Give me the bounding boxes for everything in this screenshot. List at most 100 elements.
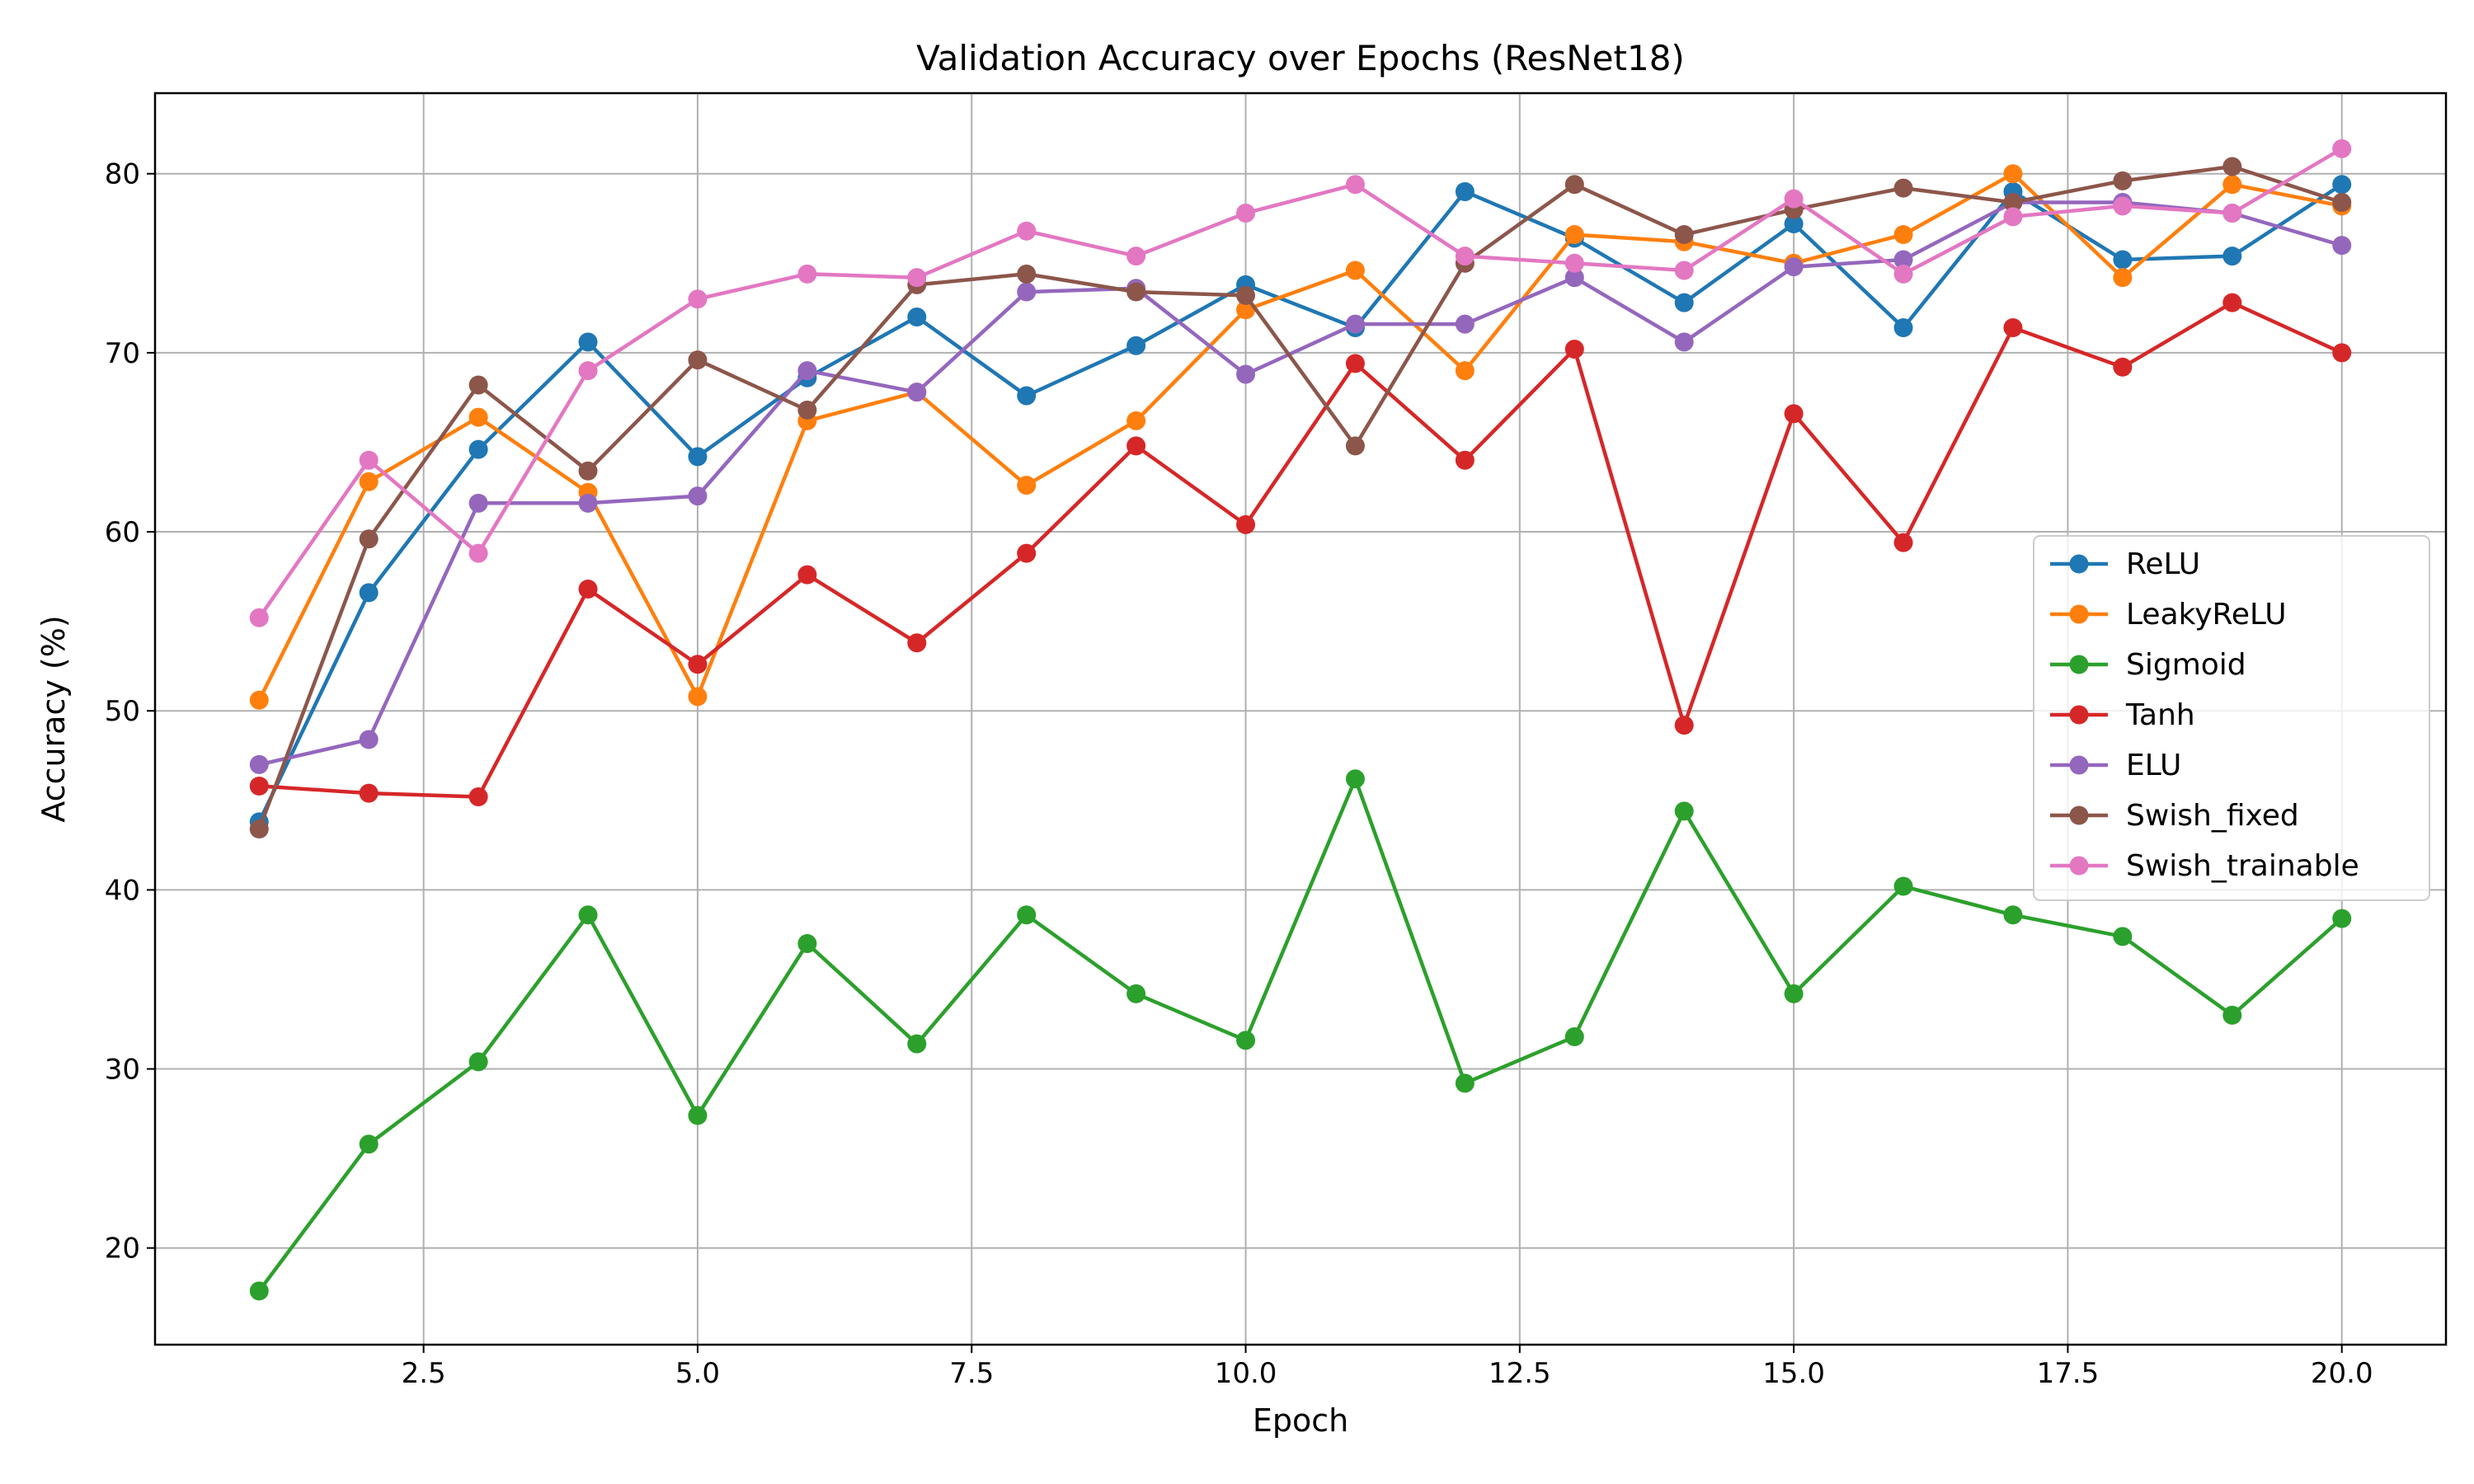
legend-label: Swish_fixed — [2126, 799, 2299, 833]
axis-ticks: 2.5 5.0 7.5 10.0 12.5 15.0 17.5 20.0 20 30 40 50 60 7… — [105, 158, 2373, 1390]
data-point-swish-fixed — [688, 350, 708, 370]
data-point-tanh — [2113, 357, 2133, 377]
x-tick-label: 7.5 — [949, 1357, 994, 1390]
data-point-tanh — [1126, 436, 1146, 456]
data-point-swish-trainable — [359, 450, 379, 470]
data-point-relu — [359, 583, 379, 603]
data-point-leakyrelu — [2113, 268, 2133, 288]
y-tick-label: 20 — [105, 1233, 140, 1266]
data-point-swish-trainable — [578, 361, 598, 381]
data-point-swish-trainable — [1345, 175, 1365, 195]
data-point-relu — [1784, 214, 1804, 234]
data-point-sigmoid — [1564, 1026, 1584, 1046]
data-point-tanh — [907, 633, 927, 653]
data-point-elu — [1674, 332, 1694, 352]
x-tick-label: 5.0 — [675, 1357, 720, 1390]
data-point-swish-trainable — [1236, 204, 1256, 223]
data-point-swish-fixed — [2332, 192, 2352, 212]
data-point-swish-fixed — [1236, 285, 1256, 305]
data-point-relu — [1893, 317, 1913, 337]
data-point-sigmoid — [249, 1281, 269, 1301]
data-point-tanh — [1345, 354, 1365, 373]
data-point-sigmoid — [1017, 905, 1037, 925]
data-point-tanh — [1674, 716, 1694, 735]
data-point-leakyrelu — [688, 687, 708, 707]
data-point-relu — [688, 447, 708, 467]
data-point-relu — [1126, 336, 1146, 355]
data-point-leakyrelu — [1455, 361, 1475, 381]
data-point-swish-trainable — [249, 608, 269, 627]
data-point-tanh — [468, 787, 488, 806]
data-point-swish-trainable — [2113, 196, 2133, 216]
data-point-sigmoid — [578, 905, 598, 925]
data-point-swish-trainable — [1564, 253, 1584, 273]
legend-label: LeakyReLU — [2126, 598, 2287, 632]
data-point-elu — [1564, 268, 1584, 288]
data-point-leakyrelu — [359, 472, 379, 491]
y-tick-label: 40 — [105, 874, 140, 907]
x-axis-label: Epoch — [1253, 1402, 1348, 1439]
legend-label: Sigmoid — [2126, 648, 2246, 682]
data-point-swish-fixed — [1126, 282, 1146, 302]
data-point-tanh — [1017, 543, 1037, 563]
data-point-tanh — [1236, 514, 1256, 534]
data-point-swish-trainable — [2222, 204, 2242, 223]
data-point-elu — [578, 493, 598, 513]
legend-item-swish-trainable: Swish_trainable — [2050, 849, 2359, 883]
series-line-relu — [257, 182, 2343, 823]
data-point-sigmoid — [797, 934, 817, 954]
data-point-swish-fixed — [2222, 157, 2242, 176]
data-point-swish-fixed — [359, 529, 379, 549]
data-point-swish-trainable — [1126, 247, 1146, 266]
data-point-swish-fixed — [468, 375, 488, 395]
data-point-swish-fixed — [1893, 178, 1913, 198]
data-point-relu — [2332, 175, 2352, 195]
data-point-elu — [1784, 257, 1804, 277]
data-point-sigmoid — [688, 1106, 708, 1125]
data-point-sigmoid — [1784, 984, 1804, 1003]
y-tick-label: 80 — [105, 158, 140, 191]
data-point-sigmoid — [1674, 801, 1694, 821]
legend-item-tanh: Tanh — [2050, 698, 2195, 732]
series-line-tanh — [259, 300, 2343, 799]
legend-item-swish-fixed: Swish_fixed — [2050, 799, 2299, 833]
data-point-sigmoid — [2222, 1005, 2242, 1025]
series-line-swish-trainable — [257, 147, 2343, 619]
legend-item-elu: ELU — [2050, 749, 2181, 782]
x-tick-label: 12.5 — [1489, 1357, 1551, 1390]
data-point-elu — [1345, 314, 1365, 334]
data-point-swish-trainable — [2332, 139, 2352, 158]
data-point-tanh — [1564, 340, 1584, 359]
series-line-elu — [258, 200, 2343, 767]
data-point-tanh — [797, 565, 817, 585]
data-point-swish-trainable — [1893, 264, 1913, 284]
data-point-tanh — [2222, 293, 2242, 312]
data-point-tanh — [1784, 404, 1804, 424]
legend-box — [2033, 535, 2430, 901]
y-tick-label: 70 — [105, 337, 140, 370]
x-tick-label: 17.5 — [2037, 1357, 2100, 1390]
data-point-elu — [688, 486, 708, 506]
data-point-elu — [1893, 250, 1913, 270]
data-point-tanh — [1455, 450, 1475, 470]
chart-title: Validation Accuracy over Epochs (ResNet1… — [916, 38, 1685, 78]
legend-swatch-marker — [2069, 554, 2089, 574]
legend-swatch-marker — [2069, 655, 2089, 674]
legend-swatch-marker — [2069, 705, 2089, 725]
data-point-leakyrelu — [1345, 261, 1365, 280]
data-point-swish-fixed — [2113, 171, 2133, 190]
y-axis-label: Accuracy (%) — [35, 615, 72, 822]
data-point-swish-trainable — [688, 289, 708, 309]
data-point-leakyrelu — [1564, 225, 1584, 245]
data-point-swish-trainable — [1674, 261, 1694, 280]
x-tick-label: 15.0 — [1762, 1357, 1825, 1390]
series-line-leakyrelu — [257, 171, 2343, 702]
series-line-sigmoid — [257, 777, 2344, 1293]
data-point-leakyrelu — [1017, 476, 1037, 495]
data-point-relu — [1017, 386, 1037, 406]
data-point-swish-trainable — [468, 543, 488, 563]
data-point-sigmoid — [2332, 909, 2352, 928]
y-tick-label: 50 — [105, 695, 140, 728]
data-point-swish-trainable — [797, 264, 817, 284]
legend: ReLU LeakyReLU Sigmoid Tanh ELU Swish_fixed Sw… — [2033, 535, 2430, 901]
